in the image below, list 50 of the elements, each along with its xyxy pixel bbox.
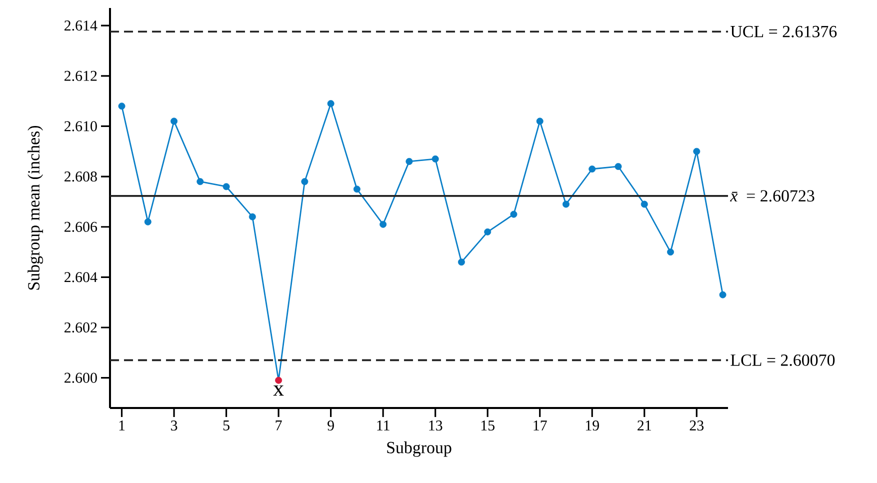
x-tick-label: 15 — [481, 420, 494, 431]
y-tick-label: 2.610 — [64, 121, 97, 132]
point — [719, 291, 726, 298]
point — [353, 186, 360, 193]
y-tick-label: 2.602 — [64, 322, 97, 333]
point — [588, 166, 596, 172]
point — [640, 200, 648, 208]
y-tick-label: 2.600 — [64, 372, 97, 383]
x-tick-label: 3 — [171, 420, 178, 431]
point — [667, 248, 674, 256]
x-tick-label: 7 — [276, 420, 282, 430]
point — [275, 376, 282, 384]
y-tick-label: 2.604 — [64, 272, 98, 282]
annotation: x — [273, 386, 284, 396]
y-axis-title: Subgroup mean (inches) — [28, 126, 44, 290]
y-tick-label: 2.606 — [64, 222, 98, 232]
x-tick-label: 9 — [328, 420, 334, 431]
ref-line-label: UCL = 2.61376 — [730, 26, 837, 38]
x-tick-label: 5 — [223, 420, 230, 430]
point — [170, 118, 178, 125]
point — [432, 155, 439, 162]
x-tick-label: 21 — [638, 420, 651, 430]
point — [562, 200, 570, 208]
point — [222, 183, 230, 190]
point — [301, 178, 308, 186]
point — [693, 148, 700, 155]
x-tick-label: 13 — [429, 420, 442, 431]
point — [458, 258, 465, 266]
x-axis-title: Subgroup — [387, 441, 452, 457]
x-tick-label: 19 — [586, 420, 599, 431]
point — [536, 118, 544, 125]
point — [406, 158, 413, 165]
point — [248, 213, 256, 220]
point — [327, 100, 334, 108]
x-tick-label: 23 — [690, 420, 704, 431]
point — [196, 178, 204, 186]
point — [484, 228, 492, 236]
y-tick-label: 2.608 — [64, 171, 97, 182]
y-tick-label: 2.614 — [64, 20, 98, 31]
point — [118, 102, 126, 110]
point — [380, 220, 387, 228]
x-tick-label: 1 — [119, 420, 125, 430]
x-tick-label: 11 — [377, 420, 390, 430]
x-tick-label: 17 — [534, 420, 547, 430]
y-tick-label: 2.612 — [64, 70, 97, 81]
point — [144, 218, 152, 226]
point — [510, 210, 518, 218]
point — [614, 163, 622, 170]
ref-line-label: x̄ = 2.60723 — [730, 190, 814, 202]
ref-line-label: LCL = 2.60070 — [730, 354, 835, 366]
